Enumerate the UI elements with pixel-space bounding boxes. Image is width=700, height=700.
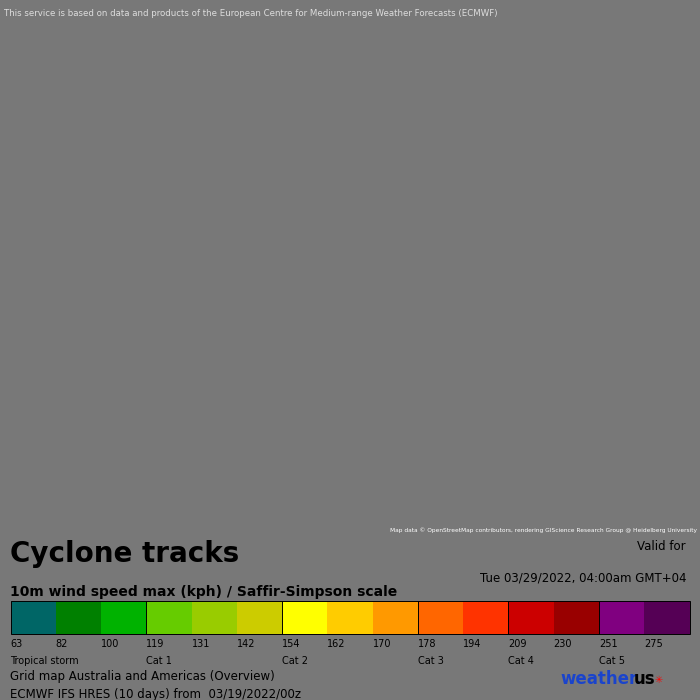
Text: 131: 131 — [192, 639, 210, 649]
Text: Tue 03/29/2022, 04:00am GMT+04: Tue 03/29/2022, 04:00am GMT+04 — [480, 572, 686, 584]
Text: 194: 194 — [463, 639, 482, 649]
Bar — [328, 601, 372, 634]
Text: 63: 63 — [10, 639, 22, 649]
Text: 230: 230 — [554, 639, 572, 649]
Bar — [56, 601, 101, 634]
Text: 178: 178 — [418, 639, 436, 649]
Bar — [372, 601, 418, 634]
Text: Cat 3: Cat 3 — [418, 656, 444, 666]
Bar — [101, 601, 146, 634]
Text: us: us — [634, 671, 656, 688]
Text: Cyclone tracks: Cyclone tracks — [10, 540, 239, 568]
Text: Cat 5: Cat 5 — [599, 656, 625, 666]
Text: Cat 1: Cat 1 — [146, 656, 172, 666]
Text: 170: 170 — [372, 639, 391, 649]
Bar — [418, 601, 463, 634]
Text: 142: 142 — [237, 639, 256, 649]
Bar — [463, 601, 508, 634]
Text: ECMWF IFS HRES (10 days) from  03/19/2022/00z: ECMWF IFS HRES (10 days) from 03/19/2022… — [10, 689, 302, 700]
Bar — [146, 601, 192, 634]
Text: 100: 100 — [101, 639, 120, 649]
Bar — [10, 601, 690, 634]
Bar — [599, 601, 644, 634]
Text: Cat 4: Cat 4 — [508, 656, 534, 666]
Text: Tropical storm: Tropical storm — [10, 656, 79, 666]
Text: 162: 162 — [328, 639, 346, 649]
Text: Map data © OpenStreetMap contributors, rendering GIScience Research Group @ Heid: Map data © OpenStreetMap contributors, r… — [389, 527, 696, 533]
Bar — [10, 601, 56, 634]
Text: 275: 275 — [644, 639, 663, 649]
Text: ✳: ✳ — [654, 676, 663, 685]
Text: Valid for: Valid for — [638, 540, 686, 554]
Text: 10m wind speed max (kph) / Saffir-Simpson scale: 10m wind speed max (kph) / Saffir-Simpso… — [10, 585, 398, 599]
Bar — [508, 601, 554, 634]
Text: Grid map Australia and Americas (Overview): Grid map Australia and Americas (Overvie… — [10, 671, 275, 683]
Bar — [282, 601, 328, 634]
Text: 251: 251 — [599, 639, 617, 649]
Text: This service is based on data and products of the European Centre for Medium-ran: This service is based on data and produc… — [4, 9, 497, 18]
Text: 119: 119 — [146, 639, 164, 649]
Text: 209: 209 — [508, 639, 527, 649]
Text: weather.: weather. — [560, 671, 641, 688]
Text: 82: 82 — [56, 639, 68, 649]
Bar — [237, 601, 282, 634]
Text: Cat 2: Cat 2 — [282, 656, 308, 666]
Bar — [644, 601, 690, 634]
Text: 154: 154 — [282, 639, 300, 649]
Bar — [554, 601, 599, 634]
Bar — [192, 601, 237, 634]
